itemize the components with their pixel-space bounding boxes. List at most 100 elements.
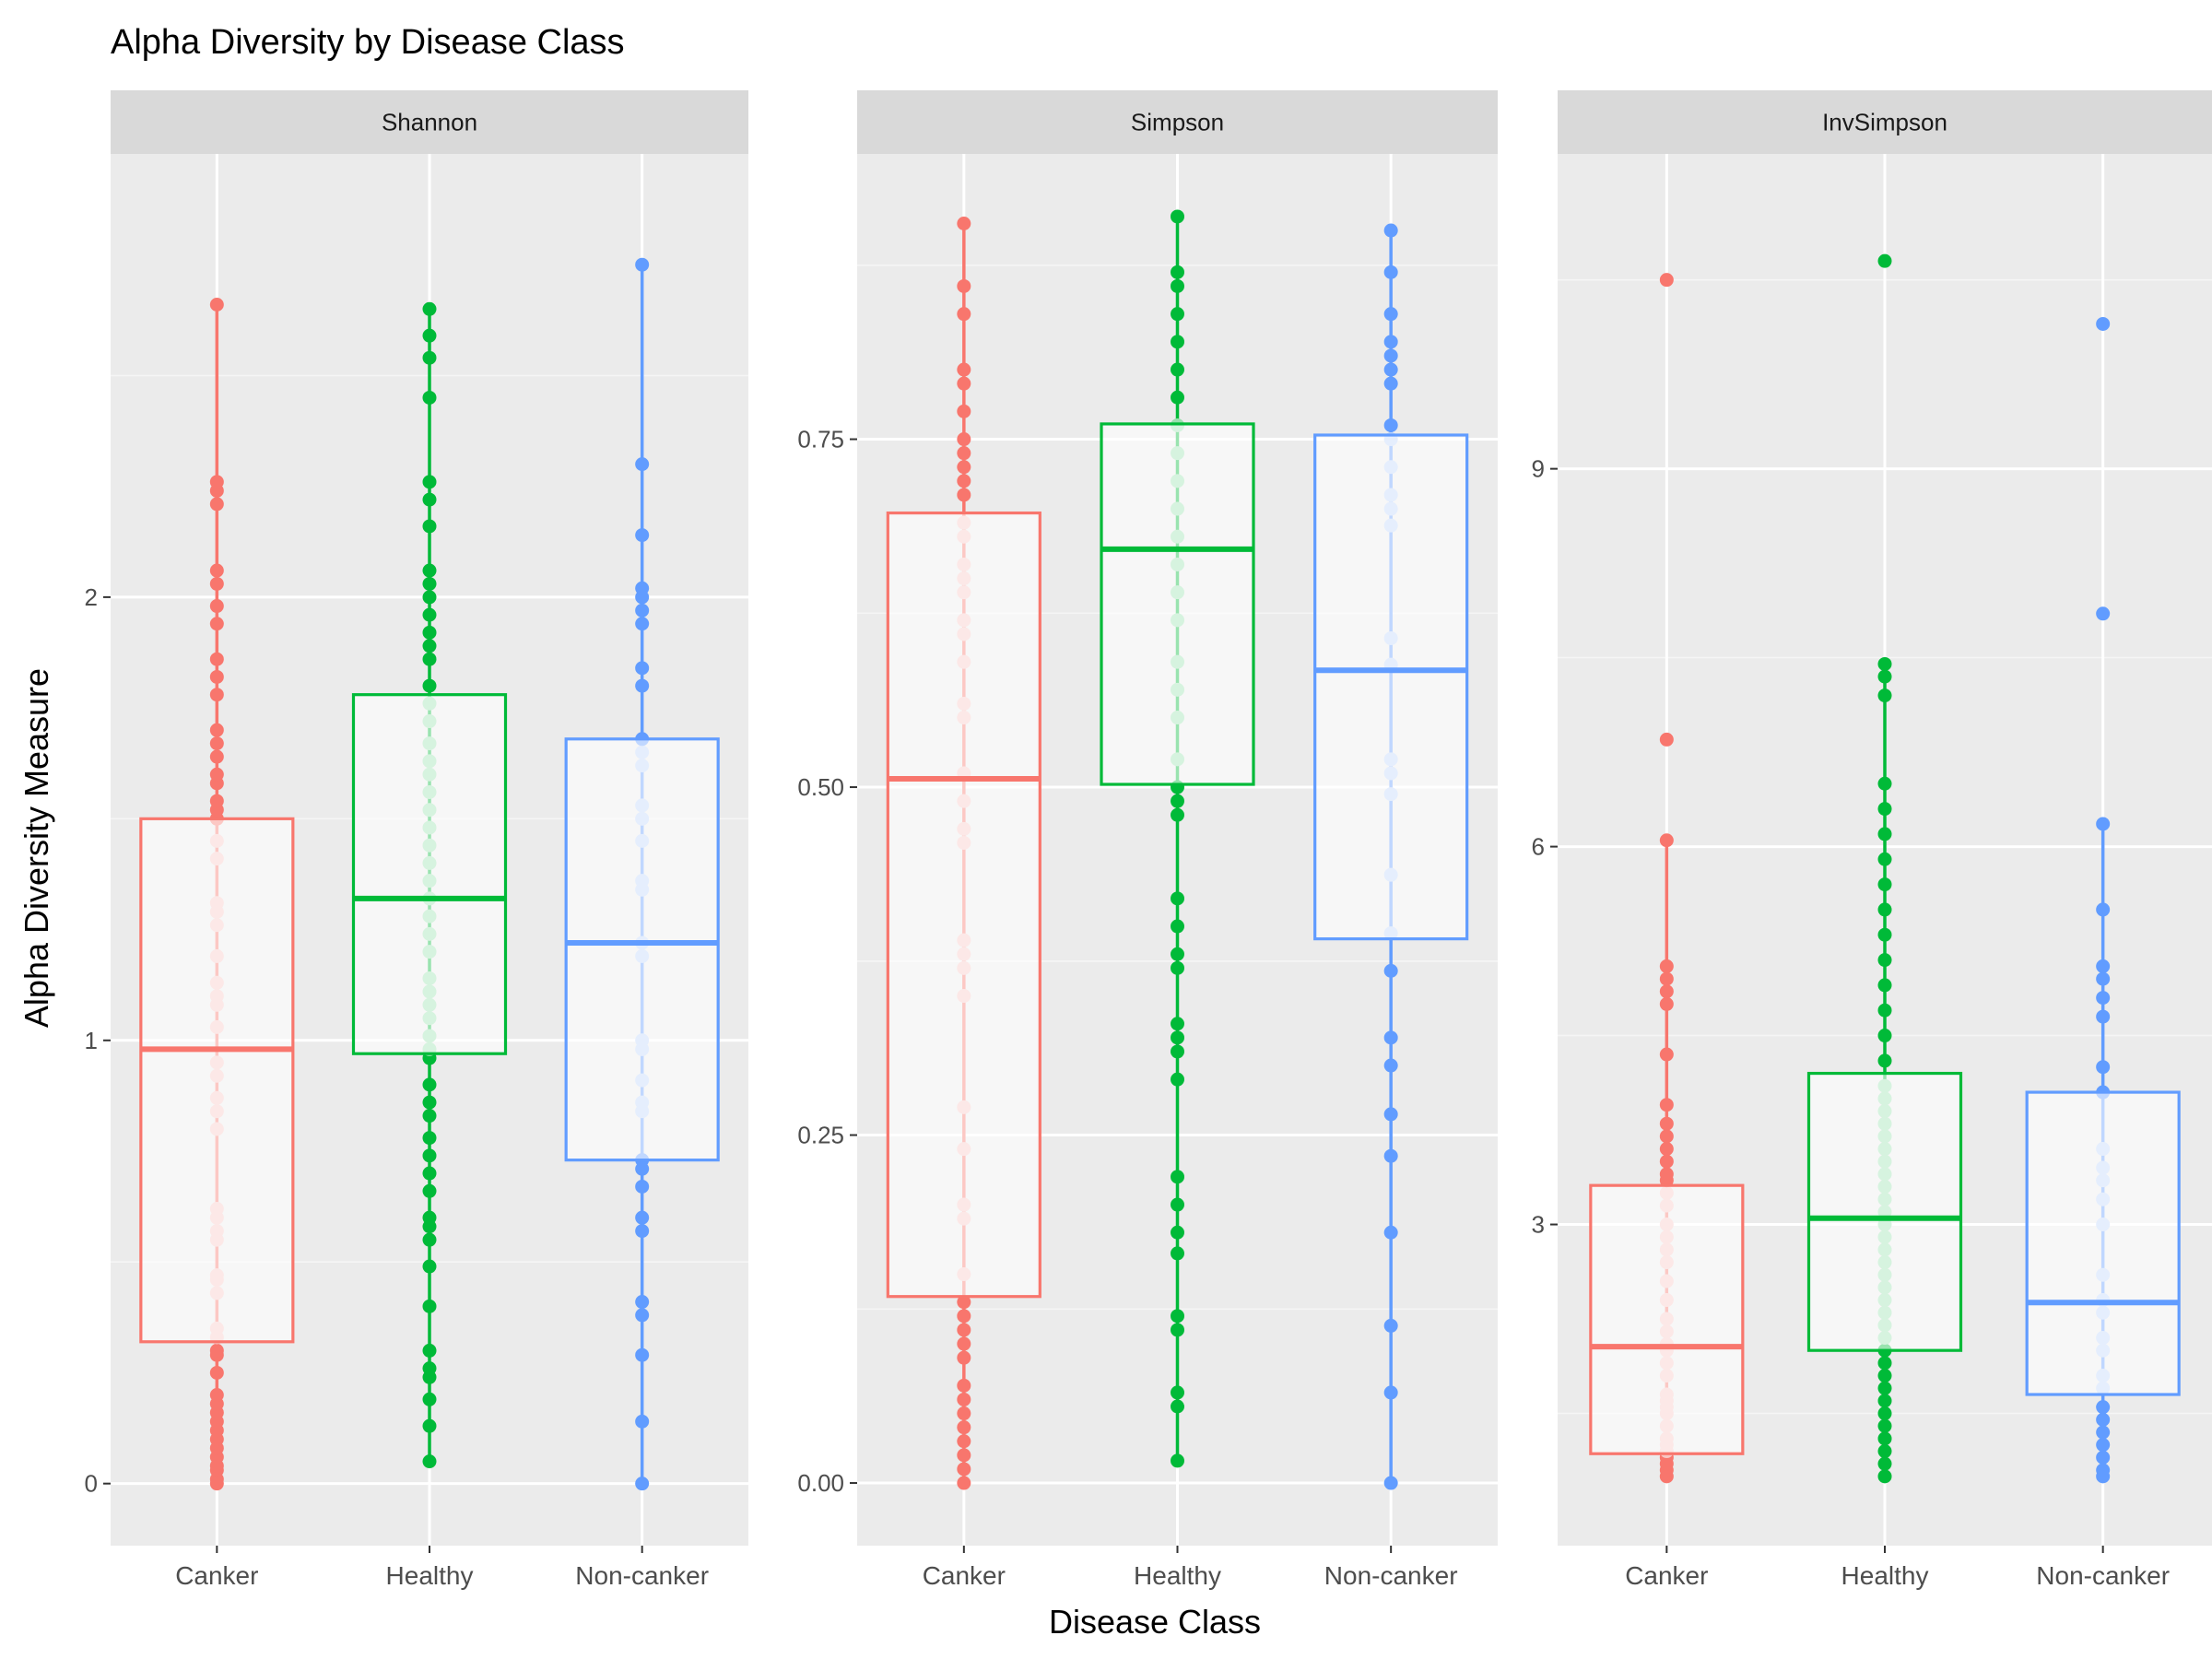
data-point: [635, 528, 650, 543]
y-tick-label: 0.75: [797, 426, 844, 453]
data-point: [2096, 316, 2111, 331]
data-point: [1877, 902, 1892, 917]
y-tick-label: 0.50: [797, 773, 844, 801]
y-tick-label: 2: [85, 583, 98, 611]
data-point: [957, 1476, 971, 1490]
x-tick-label: Healthy: [1134, 1561, 1221, 1590]
data-point: [957, 460, 971, 475]
data-point: [1171, 794, 1184, 808]
data-point: [1383, 1148, 1398, 1163]
data-point: [1171, 1309, 1184, 1324]
data-point: [957, 307, 971, 322]
data-point: [422, 1109, 437, 1124]
data-point: [422, 1166, 437, 1181]
data-point: [635, 1210, 650, 1225]
data-point: [1383, 1030, 1398, 1045]
data-point: [1877, 776, 1892, 791]
data-point: [422, 1148, 437, 1163]
data-point: [1877, 927, 1892, 942]
iqr-box: [564, 737, 720, 1162]
data-point: [1659, 1047, 1674, 1062]
chart-title: Alpha Diversity by Disease Class: [111, 23, 625, 62]
data-point: [422, 519, 437, 534]
data-point: [957, 1378, 971, 1393]
data-point: [422, 625, 437, 640]
data-point: [957, 1309, 971, 1324]
data-point: [422, 639, 437, 653]
data-point: [422, 1131, 437, 1146]
data-point: [422, 350, 437, 365]
data-point: [422, 607, 437, 622]
data-point: [1171, 209, 1184, 224]
data-point: [2096, 817, 2111, 831]
data-point: [1659, 984, 1674, 999]
data-point: [422, 1361, 437, 1376]
data-point: [1659, 1098, 1674, 1112]
data-point: [1171, 947, 1184, 961]
data-point: [635, 617, 650, 631]
x-tick-label: Non-canker: [1324, 1561, 1458, 1590]
y-tick-label: 0.25: [797, 1122, 844, 1149]
data-point: [1171, 919, 1184, 934]
iqr-box: [139, 817, 295, 1344]
data-point: [1383, 1318, 1398, 1333]
data-point: [1877, 1369, 1892, 1383]
data-point: [1659, 833, 1674, 848]
data-point: [209, 576, 224, 591]
facet-strip-label: InvSimpson: [1822, 109, 1947, 136]
x-tick-label: Healthy: [386, 1561, 474, 1590]
data-point: [209, 652, 224, 666]
data-point: [1171, 1044, 1184, 1059]
data-point: [1383, 362, 1398, 377]
data-point: [1383, 223, 1398, 238]
data-point: [1171, 265, 1184, 279]
data-point: [1659, 1129, 1674, 1144]
data-point: [1383, 335, 1398, 349]
y-tick-label: 0: [85, 1470, 98, 1498]
data-point: [1383, 1058, 1398, 1073]
data-point: [1383, 1385, 1398, 1400]
data-point: [635, 1295, 650, 1310]
data-point: [1383, 1225, 1398, 1240]
data-point: [422, 1232, 437, 1247]
data-point: [957, 1434, 971, 1449]
facet-strip: [857, 90, 1498, 154]
data-point: [422, 1343, 437, 1358]
data-point: [635, 678, 650, 693]
data-point: [957, 432, 971, 447]
data-point: [2096, 606, 2111, 621]
data-point: [957, 404, 971, 418]
data-point: [1877, 877, 1892, 892]
data-point: [2096, 902, 2111, 917]
data-point: [2096, 1412, 2111, 1427]
data-point: [635, 1308, 650, 1323]
data-point: [422, 576, 437, 591]
box-healthy: [351, 301, 508, 1469]
data-point: [635, 1414, 650, 1429]
data-point: [1383, 1476, 1398, 1490]
data-point: [957, 217, 971, 230]
box-healthy: [1806, 253, 1963, 1484]
data-point: [1171, 1323, 1184, 1337]
data-point: [1171, 1453, 1184, 1468]
data-point: [1877, 1418, 1892, 1433]
iqr-box: [1589, 1183, 1745, 1455]
data-point: [209, 749, 224, 764]
data-point: [957, 1392, 971, 1406]
data-point: [1659, 273, 1674, 288]
data-point: [1659, 732, 1674, 747]
data-point: [635, 257, 650, 272]
data-point: [422, 563, 437, 578]
data-point: [957, 1462, 971, 1477]
data-point: [422, 1259, 437, 1274]
data-point: [1877, 1394, 1892, 1408]
data-point: [2096, 1009, 2111, 1024]
box-canker: [1589, 273, 1745, 1484]
data-point: [422, 678, 437, 693]
data-point: [635, 581, 650, 595]
data-point: [2096, 1060, 2111, 1075]
data-point: [422, 301, 437, 316]
data-point: [635, 1347, 650, 1362]
data-point: [2096, 971, 2111, 986]
